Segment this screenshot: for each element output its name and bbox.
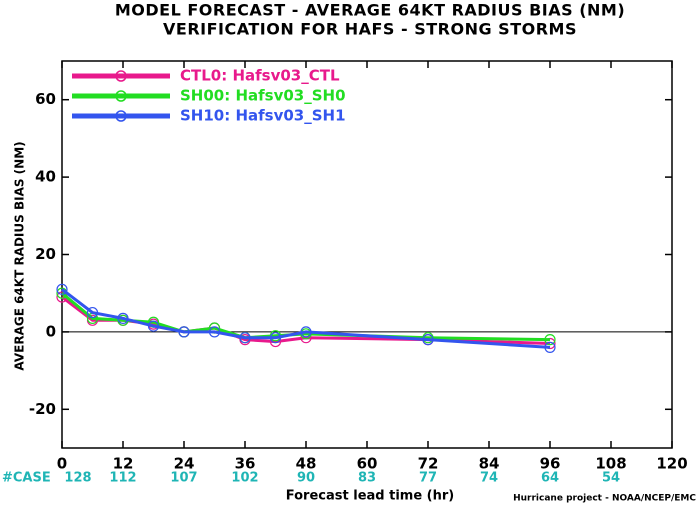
x-tick-label: 36 (235, 455, 256, 473)
case-count: 54 (602, 471, 620, 486)
legend-marker (115, 70, 127, 82)
y-tick-label: 0 (46, 322, 56, 340)
case-count: 90 (297, 471, 315, 486)
x-tick-label: 0 (57, 455, 67, 473)
x-tick-label: 24 (174, 455, 195, 473)
series-marker (178, 326, 190, 338)
series-marker (544, 334, 556, 346)
y-axis-label: AVERAGE 64KT RADIUS BIAS (NM) (13, 141, 27, 370)
series-marker (544, 341, 556, 353)
legend-label: CTL0: Hafsv03_CTL (180, 67, 340, 85)
y-tick-label: 40 (35, 168, 56, 186)
series-marker (56, 283, 68, 295)
x-axis-label: Forecast lead time (hr) (286, 489, 454, 504)
y-tick-label: 20 (35, 245, 56, 263)
series-marker (300, 326, 312, 338)
series-marker (269, 332, 282, 344)
x-tick-label: 48 (296, 455, 317, 473)
case-count: 128 (64, 471, 91, 486)
legend-marker (115, 110, 127, 122)
case-count: 77 (419, 471, 437, 486)
legend-label: SH10: Hafsv03_SH1 (180, 107, 346, 125)
case-count: 107 (170, 471, 197, 486)
chart-title: MODEL FORECAST - AVERAGE 64KT RADIUS BIA… (115, 1, 625, 20)
series-marker (147, 320, 160, 332)
case-count: 83 (358, 471, 376, 486)
case-count: 102 (231, 471, 258, 486)
case-count: 74 (480, 471, 498, 486)
series-marker (208, 326, 221, 338)
x-tick-label: 120 (656, 455, 687, 473)
plot-frame (61, 60, 673, 449)
footer: Hurricane project - NOAA/NCEP/EMC (513, 494, 696, 504)
y-tick-label: -20 (29, 400, 56, 418)
x-tick-label: 108 (595, 455, 626, 473)
series-marker (239, 332, 251, 344)
series-marker (422, 334, 434, 346)
x-tick-label: 84 (479, 455, 500, 473)
x-tick-label: 12 (113, 455, 134, 473)
y-tick-label: 60 (35, 90, 56, 108)
chart-subtitle: VERIFICATION FOR HAFS - STRONG STORMS (163, 20, 577, 39)
series-line (61, 288, 551, 349)
legend-label: SH00: Hafsv03_SH0 (180, 87, 346, 105)
x-tick-label: 72 (418, 455, 439, 473)
series-marker (86, 306, 99, 319)
case-count: 64 (541, 471, 559, 486)
series-marker (117, 312, 129, 324)
legend-marker (115, 90, 127, 102)
x-tick-label: 96 (540, 455, 561, 473)
x-tick-label: 60 (357, 455, 378, 473)
case-count: 112 (109, 471, 136, 486)
case-label: #CASE (2, 471, 51, 486)
